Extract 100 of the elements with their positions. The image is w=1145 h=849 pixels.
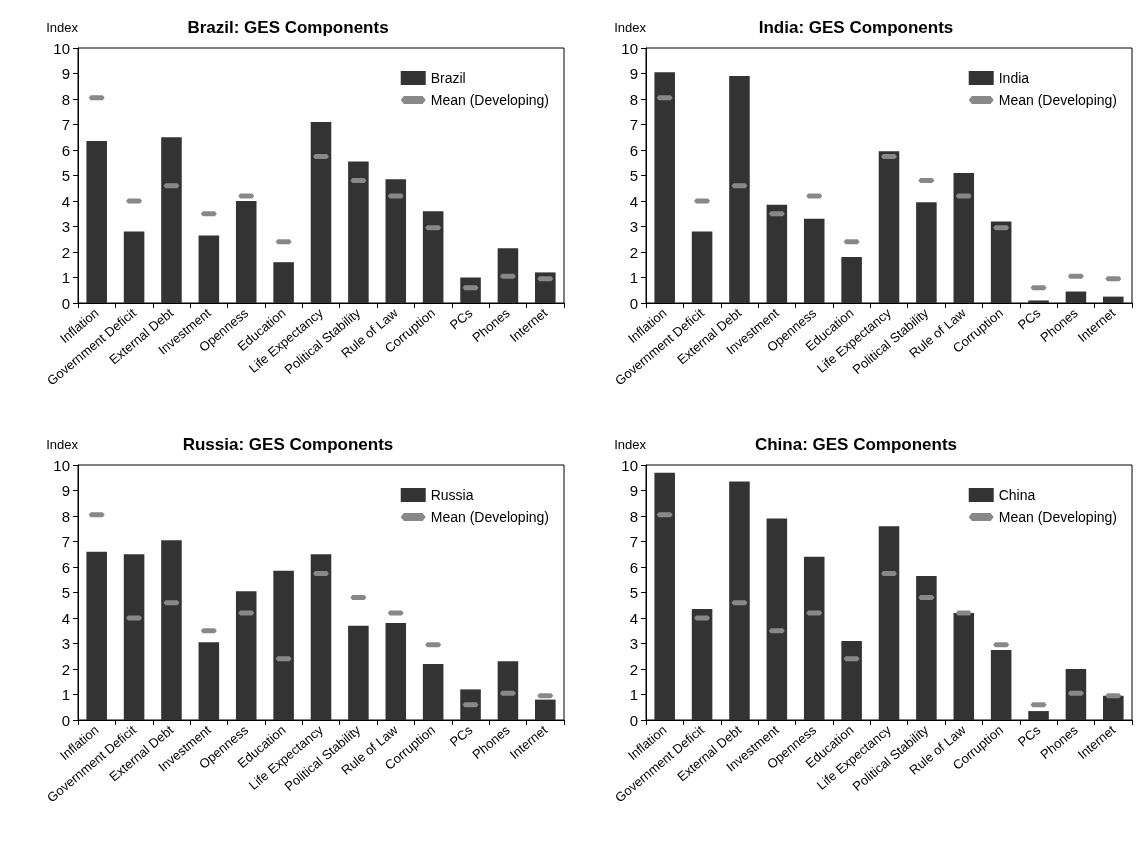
bar: [953, 612, 975, 720]
y-tick-label: 10: [53, 456, 70, 474]
chart-title: Brazil: GES Components: [187, 18, 389, 37]
y-axis-title: Index: [614, 20, 647, 35]
y-tick-label: 5: [61, 167, 70, 184]
y-tick-label: 3: [61, 218, 70, 235]
y-tick-label: 3: [629, 635, 638, 652]
y-tick-label: 7: [629, 116, 638, 133]
bar: [841, 640, 862, 720]
chart-title: Russia: GES Components: [182, 435, 394, 454]
bar: [235, 201, 257, 303]
bar: [235, 591, 257, 720]
bar: [1103, 695, 1124, 720]
y-tick-label: 5: [629, 584, 638, 601]
bar: [691, 231, 713, 303]
bar: [422, 663, 444, 720]
y-tick-label: 1: [629, 686, 638, 703]
y-tick-label: 7: [61, 533, 70, 550]
legend-label: Mean (Developing): [998, 509, 1118, 525]
bar: [385, 623, 407, 720]
legend-label: Brazil: [430, 70, 466, 86]
y-tick-label: 9: [629, 65, 638, 82]
legend-label: China: [998, 487, 1036, 503]
y-tick-label: 6: [629, 558, 638, 576]
y-tick-label: 2: [629, 660, 638, 678]
bar: [161, 540, 182, 720]
bar: [654, 72, 675, 303]
y-tick-label: 2: [61, 660, 70, 678]
bar: [766, 518, 788, 720]
y-tick-label: 6: [61, 558, 70, 576]
y-tick-label: 0: [61, 711, 70, 729]
y-tick-label: 9: [61, 65, 70, 82]
y-tick-label: 6: [629, 141, 638, 159]
y-tick-label: 1: [61, 269, 70, 286]
legend-label: India: [998, 70, 1030, 86]
x-tick-label: PCs: [1014, 304, 1044, 333]
x-tick-label: PCs: [446, 304, 476, 333]
bar: [841, 257, 862, 303]
legend-label: Mean (Developing): [998, 92, 1118, 108]
chart-title: India: GES Components: [758, 18, 954, 37]
y-tick-label: 8: [61, 507, 70, 525]
bar: [535, 699, 556, 720]
x-tick-label: PCs: [1014, 721, 1044, 750]
y-tick-label: 4: [61, 609, 70, 627]
bar: [1103, 296, 1124, 303]
y-tick-label: 1: [629, 269, 638, 286]
legend-label: Mean (Developing): [430, 509, 550, 525]
bar: [803, 218, 825, 303]
bar: [198, 642, 220, 720]
y-tick-label: 9: [629, 482, 638, 499]
y-tick-label: 4: [629, 609, 638, 627]
bar: [766, 204, 788, 303]
bar: [161, 137, 182, 303]
chart-title: China: GES Components: [754, 435, 958, 454]
bar: [497, 248, 519, 303]
bar: [86, 551, 107, 720]
bar: [310, 121, 332, 303]
bar: [497, 661, 519, 720]
bar: [916, 202, 937, 303]
y-axis-title: Index: [614, 437, 647, 452]
bar: [123, 554, 145, 720]
legend-label: Russia: [430, 487, 474, 503]
bar: [990, 221, 1012, 303]
bar: [273, 570, 294, 720]
y-tick-label: 8: [61, 90, 70, 108]
x-tick-label: PCs: [446, 721, 476, 750]
y-tick-label: 10: [621, 39, 638, 57]
bar: [729, 76, 750, 303]
y-tick-label: 0: [629, 711, 638, 729]
y-tick-label: 6: [61, 141, 70, 159]
y-tick-label: 10: [621, 456, 638, 474]
y-axis-title: Index: [46, 20, 79, 35]
bar: [878, 151, 900, 303]
y-tick-label: 9: [61, 482, 70, 499]
bar: [348, 161, 369, 303]
y-tick-label: 3: [61, 635, 70, 652]
y-tick-label: 8: [629, 90, 638, 108]
bar: [990, 649, 1012, 720]
y-tick-label: 2: [629, 243, 638, 261]
bar: [123, 231, 145, 303]
bar: [198, 235, 220, 303]
y-tick-label: 5: [61, 584, 70, 601]
bar: [86, 141, 107, 303]
legend-label: Mean (Developing): [430, 92, 550, 108]
y-tick-label: 4: [629, 192, 638, 210]
bar: [953, 172, 975, 303]
y-tick-label: 1: [61, 686, 70, 703]
bar: [691, 609, 713, 720]
y-tick-label: 0: [61, 294, 70, 312]
bar: [1028, 300, 1049, 303]
bar: [878, 526, 900, 720]
y-tick-label: 10: [53, 39, 70, 57]
bar: [385, 179, 407, 303]
bar: [1028, 711, 1049, 720]
y-axis-title: Index: [46, 437, 79, 452]
y-tick-label: 5: [629, 167, 638, 184]
y-tick-label: 2: [61, 243, 70, 261]
bar: [803, 556, 825, 720]
y-tick-label: 0: [629, 294, 638, 312]
y-tick-label: 3: [629, 218, 638, 235]
